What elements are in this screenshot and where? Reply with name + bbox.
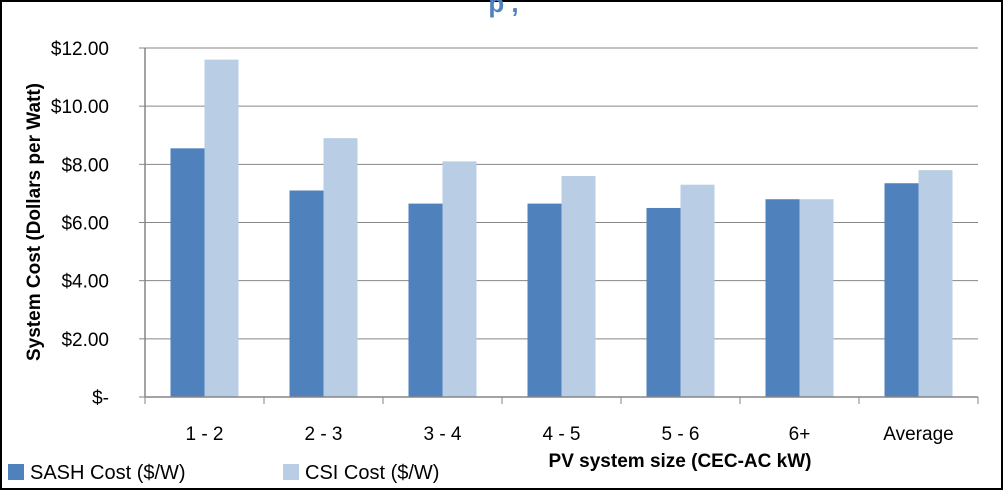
legend-label-csi: CSI Cost ($/W) [305, 462, 439, 484]
bar-csi [799, 199, 834, 397]
bar-sash [289, 190, 324, 397]
x-tick-label: 3 - 4 [423, 424, 461, 445]
y-tick-label: $2.00 [61, 330, 109, 351]
bar-csi [323, 138, 358, 398]
bar-csi [442, 161, 477, 397]
bar-csi [918, 170, 953, 397]
y-tick-label: $4.00 [61, 272, 109, 293]
legend-swatch-csi [283, 464, 299, 480]
legend: SASH Cost ($/W) CSI Cost ($/W) [8, 462, 439, 484]
x-tick-label: 4 - 5 [542, 424, 580, 445]
chart-title-fragment: p , [488, 0, 519, 18]
bar-sash [408, 203, 443, 397]
x-axis-title: PV system size (CEC-AC kW) [549, 451, 812, 472]
bar-sash [765, 199, 800, 397]
bar-csi [204, 59, 239, 398]
bar-sash [884, 183, 919, 397]
bar-sash [527, 203, 562, 397]
y-tick-label: $- [92, 388, 109, 409]
x-tick-label: Average [883, 424, 953, 445]
bars [170, 59, 953, 398]
y-tick-label: $8.00 [61, 155, 109, 176]
y-tick-label: $10.00 [51, 97, 109, 118]
bar-csi [561, 175, 596, 397]
x-tick-label: 2 - 3 [304, 424, 342, 445]
legend-swatch-sash [8, 464, 24, 480]
tick-labels: $- $2.00 $4.00 $6.00 $8.00 $10.00 $12.00 1 - 2 2… [51, 39, 954, 445]
y-axis-title: System Cost (Dollars per Watt) [24, 83, 45, 361]
x-tick-label: 1 - 2 [185, 424, 223, 445]
bar-csi [680, 184, 715, 397]
x-tick-label: 6+ [789, 424, 811, 445]
axes [139, 47, 979, 404]
legend-label-sash: SASH Cost ($/W) [30, 462, 186, 484]
y-tick-label: $6.00 [61, 214, 109, 235]
bar-sash [646, 207, 681, 397]
x-tick-label: 5 - 6 [661, 424, 699, 445]
y-tick-label: $12.00 [51, 39, 109, 60]
bar-sash [170, 148, 205, 397]
